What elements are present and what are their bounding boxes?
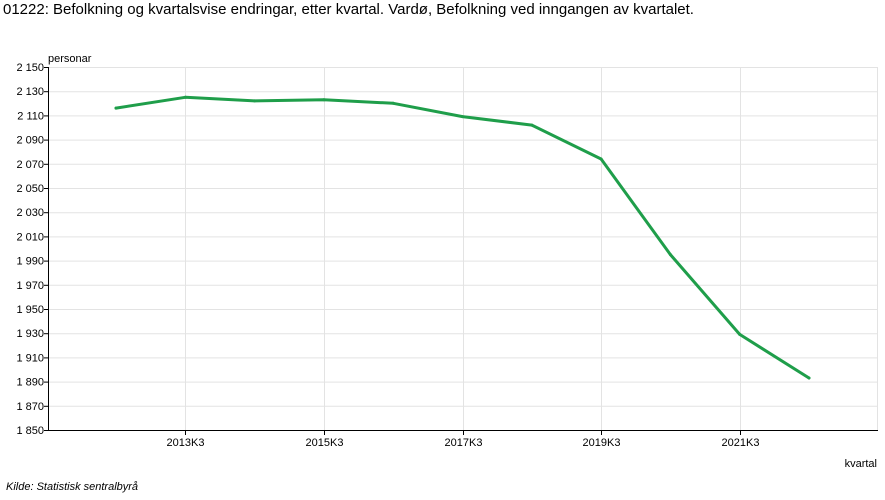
y-axis-ticks: 1 850 1 870 1 890 1 910 1 930 1 950 1 970 1 990… (16, 62, 48, 437)
y-tick-label: 1 870 (16, 401, 44, 413)
y-tick-label: 1 950 (16, 304, 44, 316)
y-tick-label: 2 110 (17, 110, 44, 122)
y-tick-label: 2 010 (16, 231, 44, 243)
data-point (253, 99, 257, 103)
series-line (114, 95, 811, 380)
y-tick-label: 1 890 (16, 377, 44, 389)
series-group (114, 95, 811, 380)
y-axis-label: personar (48, 53, 92, 65)
y-tick-label: 1 930 (16, 328, 44, 340)
x-axis-label: kvartal (845, 458, 877, 470)
data-point (391, 101, 395, 105)
y-tick-label: 1 990 (16, 256, 44, 268)
source-note: Kilde: Statistisk sentralbyrå (6, 481, 139, 493)
data-point (668, 253, 672, 257)
y-tick-label: 1 910 (16, 352, 44, 364)
data-point (461, 115, 464, 119)
data-point (807, 376, 811, 380)
x-tick-label: 2017K3 (445, 437, 483, 449)
x-axis-ticks: 2013K3 2015K3 2017K3 2019K3 2021K3 (167, 430, 760, 449)
x-tick-label: 2015K3 (306, 437, 344, 449)
y-tick-label: 1 970 (16, 280, 44, 292)
x-tick-label: 2013K3 (167, 437, 205, 449)
data-point (322, 98, 326, 102)
chart-title: 01222: Befolkning og kvartalsvise endrin… (3, 1, 694, 18)
y-tick-label: 2 150 (16, 62, 44, 74)
y-tick-label: 2 030 (16, 207, 44, 219)
data-point (183, 95, 187, 99)
y-tick-label: 1 850 (16, 425, 44, 437)
data-point (599, 157, 603, 161)
x-tick-label: 2021K3 (722, 437, 760, 449)
y-tick-label: 2 090 (16, 135, 44, 147)
y-tick-label: 2 050 (16, 183, 44, 195)
grid-lines (48, 67, 878, 430)
x-tick-label: 2019K3 (583, 437, 621, 449)
data-point (738, 332, 742, 336)
data-point (530, 123, 534, 127)
data-point (114, 106, 118, 110)
y-tick-label: 2 070 (16, 159, 44, 171)
y-tick-label: 2 130 (16, 86, 44, 98)
